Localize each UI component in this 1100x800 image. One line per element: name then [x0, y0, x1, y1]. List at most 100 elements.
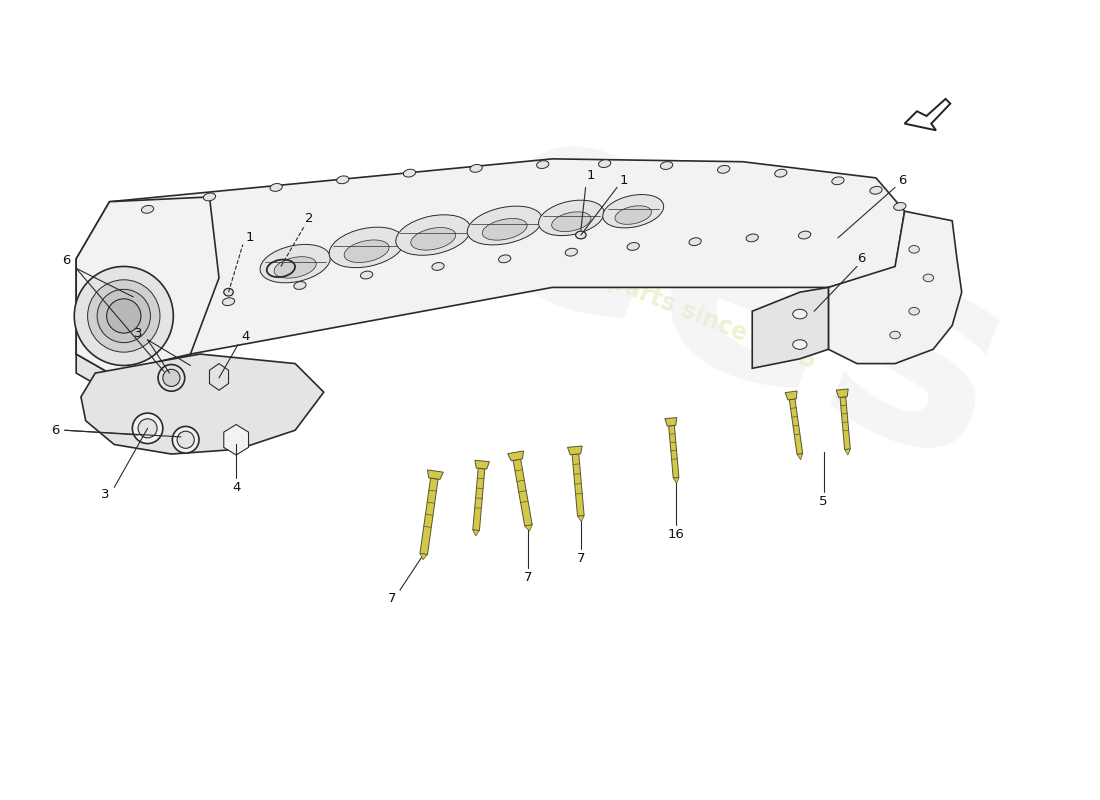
Polygon shape [473, 468, 485, 530]
Polygon shape [76, 159, 904, 373]
Polygon shape [752, 287, 828, 368]
Polygon shape [76, 354, 190, 392]
Ellipse shape [598, 160, 611, 167]
Ellipse shape [689, 238, 701, 246]
Ellipse shape [274, 257, 316, 278]
Ellipse shape [410, 227, 455, 250]
Polygon shape [568, 446, 582, 454]
Ellipse shape [774, 170, 786, 177]
Circle shape [139, 419, 157, 438]
Ellipse shape [270, 183, 283, 191]
Polygon shape [420, 554, 428, 560]
Text: 4: 4 [242, 330, 250, 343]
Polygon shape [840, 397, 850, 450]
Circle shape [75, 266, 174, 366]
Ellipse shape [923, 274, 934, 282]
Polygon shape [669, 426, 679, 478]
Ellipse shape [361, 271, 373, 279]
Text: 6: 6 [858, 252, 866, 266]
Circle shape [173, 426, 199, 453]
Ellipse shape [793, 340, 807, 350]
Ellipse shape [890, 331, 900, 339]
Circle shape [97, 290, 151, 342]
Ellipse shape [118, 330, 130, 337]
Text: 4: 4 [232, 481, 240, 494]
Polygon shape [664, 418, 676, 426]
Text: 1: 1 [619, 174, 628, 187]
Ellipse shape [223, 288, 233, 296]
Text: 6: 6 [63, 254, 70, 267]
Text: 3: 3 [134, 326, 142, 340]
Ellipse shape [432, 262, 444, 270]
Polygon shape [81, 354, 323, 454]
Ellipse shape [142, 206, 154, 214]
Ellipse shape [498, 255, 510, 262]
Ellipse shape [537, 161, 549, 169]
Ellipse shape [717, 166, 729, 174]
Polygon shape [828, 211, 961, 363]
Circle shape [107, 299, 141, 333]
Polygon shape [508, 451, 524, 461]
Text: ees: ees [441, 70, 1044, 523]
Text: 16: 16 [668, 529, 684, 542]
Text: a passion for parts since 1985: a passion for parts since 1985 [438, 201, 820, 374]
Circle shape [132, 413, 163, 443]
Polygon shape [572, 454, 584, 516]
Ellipse shape [746, 234, 758, 242]
Text: 3: 3 [100, 489, 109, 502]
Polygon shape [790, 399, 803, 454]
Circle shape [177, 431, 195, 448]
Circle shape [163, 370, 180, 386]
Polygon shape [785, 391, 798, 400]
Ellipse shape [603, 194, 663, 228]
Ellipse shape [329, 227, 404, 268]
Polygon shape [473, 530, 480, 536]
Ellipse shape [204, 193, 216, 201]
Ellipse shape [832, 177, 844, 185]
Ellipse shape [260, 245, 330, 282]
Polygon shape [209, 363, 229, 390]
Ellipse shape [552, 212, 591, 231]
Text: 1: 1 [586, 169, 595, 182]
Polygon shape [475, 460, 490, 469]
Ellipse shape [539, 200, 604, 236]
Polygon shape [673, 478, 679, 483]
Ellipse shape [161, 314, 173, 322]
Ellipse shape [222, 298, 234, 306]
Ellipse shape [799, 231, 811, 239]
Ellipse shape [793, 310, 807, 319]
Ellipse shape [482, 218, 527, 240]
Ellipse shape [660, 162, 673, 170]
Text: 5: 5 [820, 495, 828, 508]
Ellipse shape [893, 202, 906, 210]
Ellipse shape [294, 282, 306, 290]
Ellipse shape [337, 176, 349, 184]
Text: 6: 6 [899, 174, 906, 187]
Polygon shape [845, 449, 850, 455]
Text: 7: 7 [388, 592, 397, 606]
Circle shape [158, 365, 185, 391]
Polygon shape [798, 454, 803, 460]
Polygon shape [525, 525, 532, 531]
Polygon shape [578, 516, 584, 522]
Ellipse shape [468, 206, 542, 245]
Text: 1: 1 [245, 231, 254, 244]
Ellipse shape [909, 246, 920, 253]
Polygon shape [513, 459, 532, 526]
Polygon shape [76, 197, 219, 373]
Text: 6: 6 [51, 424, 59, 437]
Ellipse shape [404, 170, 416, 177]
Ellipse shape [909, 307, 920, 315]
Text: 7: 7 [525, 571, 532, 584]
Polygon shape [428, 470, 443, 479]
Text: 2: 2 [305, 212, 314, 226]
Ellipse shape [627, 242, 639, 250]
Polygon shape [223, 425, 249, 455]
Ellipse shape [870, 186, 882, 194]
Ellipse shape [565, 248, 578, 256]
Ellipse shape [396, 214, 471, 255]
Ellipse shape [615, 206, 651, 224]
Circle shape [88, 280, 160, 352]
Text: 7: 7 [576, 552, 585, 566]
Ellipse shape [575, 231, 586, 239]
